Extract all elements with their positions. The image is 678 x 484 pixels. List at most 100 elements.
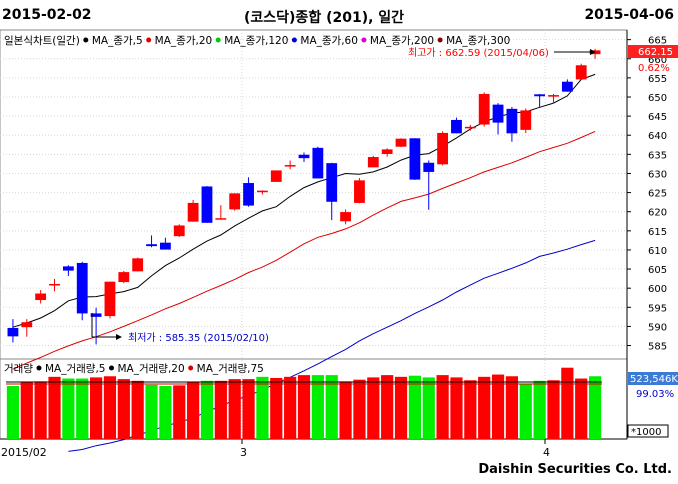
candle-body[interactable] (437, 132, 449, 165)
volume-bars[interactable] (6, 367, 602, 439)
volume-bar[interactable] (228, 379, 241, 439)
volume-bar[interactable] (214, 380, 227, 439)
candle-body[interactable] (464, 126, 476, 129)
volume-bar[interactable] (311, 375, 324, 439)
candle-body[interactable] (340, 212, 351, 222)
volume-bar[interactable] (547, 380, 560, 439)
candle-body[interactable] (575, 65, 587, 80)
candle-body[interactable] (62, 266, 74, 271)
candle-body[interactable] (492, 104, 504, 123)
volume-bar[interactable] (505, 376, 519, 439)
candle-body[interactable] (76, 262, 88, 314)
volume-bar[interactable] (242, 379, 255, 439)
price-panel[interactable] (0, 29, 628, 360)
volume-bar[interactable] (103, 376, 117, 439)
candle-body[interactable] (312, 147, 324, 179)
candle-body[interactable] (548, 95, 559, 97)
volume-bar[interactable] (173, 385, 186, 439)
volume-bar[interactable] (117, 379, 130, 439)
volume-bar[interactable] (200, 380, 214, 439)
candle-body[interactable] (159, 242, 171, 250)
volume-bar[interactable] (145, 384, 158, 439)
candlesticks[interactable] (7, 48, 601, 345)
candle-body[interactable] (104, 281, 116, 317)
legend-item-label: MA_종가,120 (224, 35, 288, 47)
volume-bar[interactable] (20, 381, 33, 439)
candle-body[interactable] (257, 190, 268, 193)
high-price-label: 최고가 : 662.59 (2015/04/06) (408, 47, 549, 59)
price-tick-label: 665 (648, 36, 667, 47)
volume-bar[interactable] (325, 375, 338, 439)
price-gridlines (0, 30, 627, 439)
volume-bar[interactable] (6, 385, 20, 439)
x-label-apr: 4 (543, 446, 550, 459)
volume-bar[interactable] (89, 377, 103, 439)
volume-bar[interactable] (131, 380, 144, 439)
volume-bar[interactable] (491, 374, 505, 439)
volume-bar[interactable] (533, 380, 546, 439)
candle-body[interactable] (423, 162, 435, 172)
volume-bar[interactable] (561, 367, 574, 439)
candle-body[interactable] (520, 110, 532, 130)
volume-bar[interactable] (367, 377, 380, 439)
candle-body[interactable] (146, 244, 157, 247)
candle-body[interactable] (21, 322, 33, 328)
candle-body[interactable] (534, 94, 546, 97)
volume-bar[interactable] (408, 375, 421, 439)
volume-bar[interactable] (353, 379, 366, 439)
volume-bar[interactable] (48, 376, 61, 439)
candle-body[interactable] (187, 202, 199, 222)
candle-body[interactable] (215, 218, 227, 220)
candle-body[interactable] (173, 225, 185, 237)
volume-bar[interactable] (575, 378, 588, 439)
candle-body[interactable] (409, 138, 421, 180)
candle-body[interactable] (326, 163, 338, 202)
candle-body[interactable] (243, 183, 254, 206)
candle-body[interactable] (298, 154, 310, 159)
volume-bar[interactable] (256, 376, 269, 439)
volume-bar[interactable] (297, 375, 311, 439)
candle-body[interactable] (561, 81, 573, 92)
last-price-badge (628, 45, 678, 58)
volume-bar[interactable] (422, 377, 435, 439)
candle-body[interactable] (395, 138, 407, 147)
volume-bar[interactable] (187, 381, 200, 439)
candle-body[interactable] (367, 157, 379, 168)
volume-bar[interactable] (519, 384, 532, 439)
candle-body[interactable] (451, 119, 462, 134)
volume-bar[interactable] (34, 381, 47, 439)
candle-body[interactable] (35, 293, 47, 301)
candle-body[interactable] (90, 313, 102, 317)
volume-bar[interactable] (159, 385, 172, 439)
price-tick-label: 590 (648, 322, 667, 333)
volume-bar[interactable] (394, 376, 408, 439)
volume-bar[interactable] (450, 377, 463, 439)
volume-bar[interactable] (588, 376, 602, 439)
legend-marker-icon (361, 37, 367, 43)
candle-body[interactable] (132, 258, 144, 272)
volume-bar[interactable] (436, 375, 449, 439)
price-tick-label: 640 (648, 131, 667, 142)
candle-body[interactable] (478, 93, 490, 125)
volume-bar[interactable] (381, 375, 394, 439)
candle-body[interactable] (201, 186, 213, 223)
candle-body[interactable] (229, 193, 241, 210)
price-tick-label: 625 (648, 189, 667, 200)
volume-bar[interactable] (76, 378, 89, 439)
candle-body[interactable] (49, 283, 60, 286)
volume-bar[interactable] (284, 376, 297, 439)
volume-bar[interactable] (478, 376, 491, 439)
candle-body[interactable] (7, 327, 19, 337)
volume-bar[interactable] (464, 380, 477, 439)
candle-body[interactable] (284, 165, 296, 167)
candle-body[interactable] (270, 170, 282, 182)
end-date: 2015-04-06 (584, 7, 674, 23)
candle-body[interactable] (354, 180, 365, 203)
volume-bar[interactable] (270, 377, 283, 439)
candle-body[interactable] (118, 272, 130, 283)
volume-bar[interactable] (62, 378, 75, 439)
candle-body[interactable] (506, 108, 518, 134)
volume-bar[interactable] (339, 381, 352, 439)
candle-body[interactable] (381, 149, 393, 154)
